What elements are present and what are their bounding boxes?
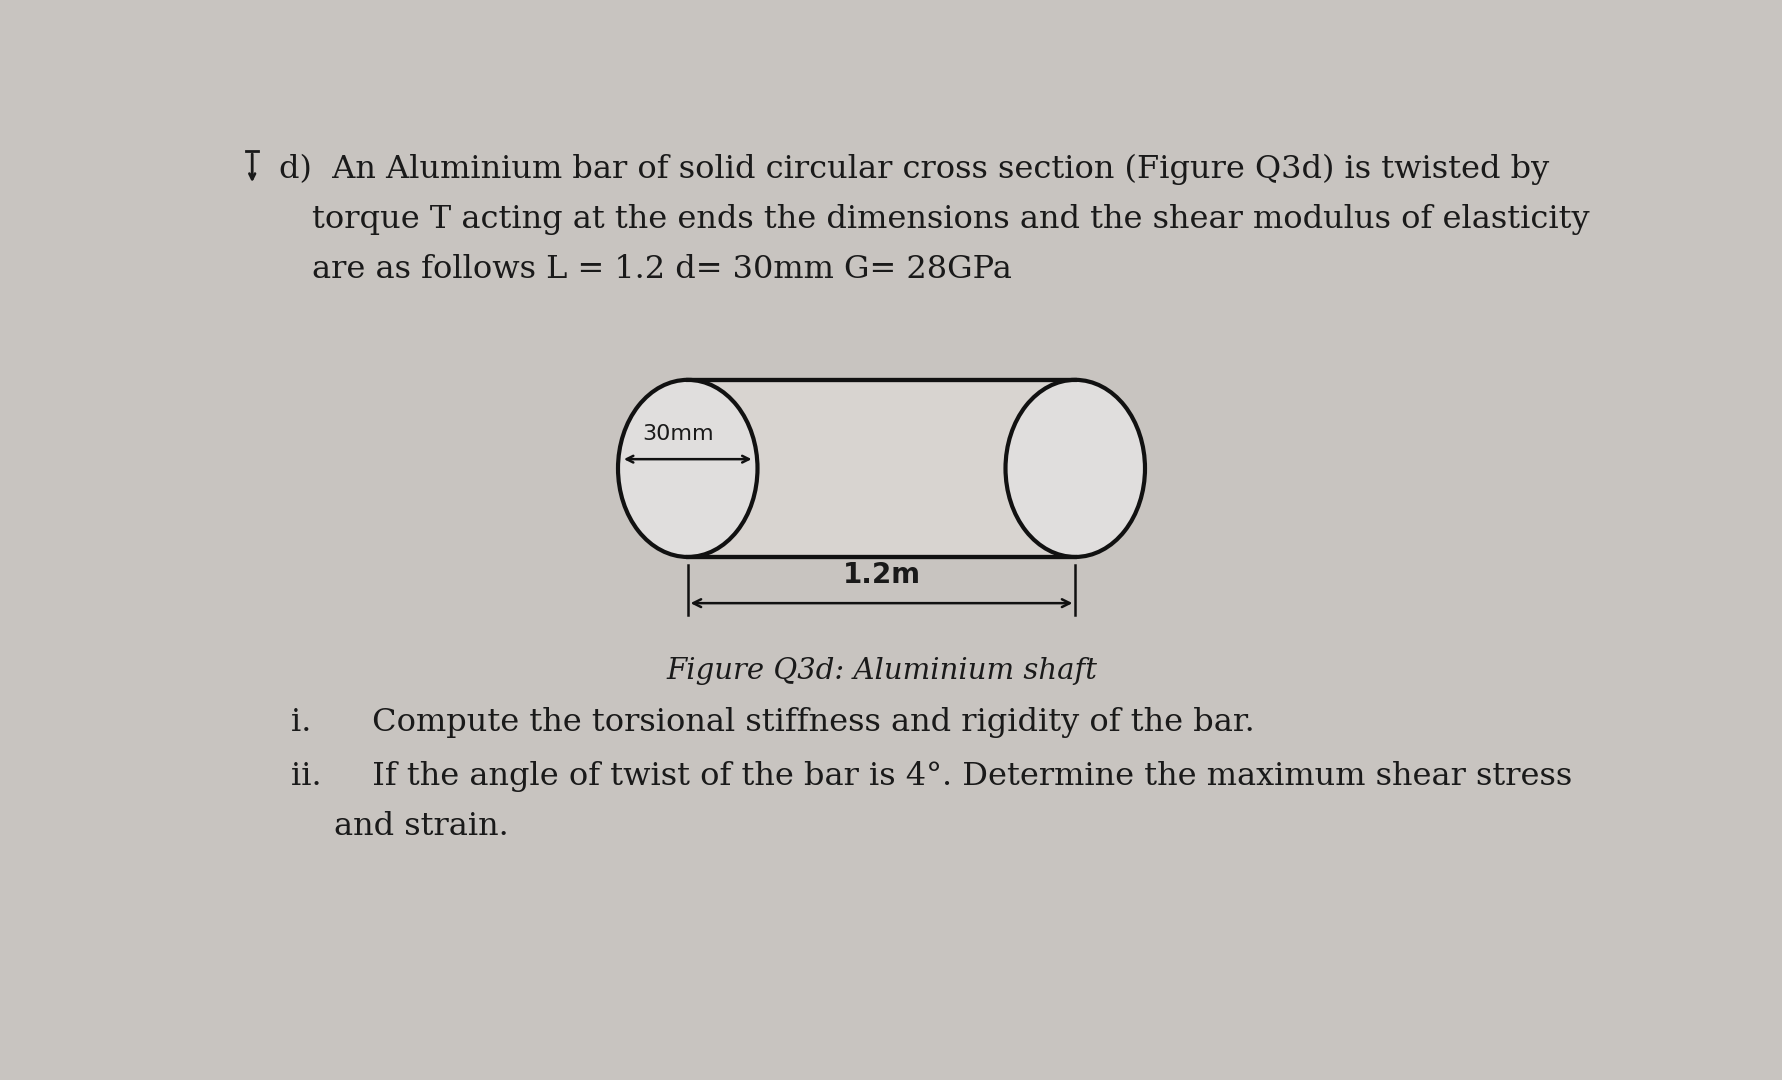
Ellipse shape: [1005, 380, 1146, 557]
Text: are as follows L = 1.2 d= 30mm G= 28GPa: are as follows L = 1.2 d= 30mm G= 28GPa: [312, 255, 1012, 285]
Text: torque T acting at the ends the dimensions and the shear modulus of elasticity: torque T acting at the ends the dimensio…: [312, 204, 1590, 235]
Text: ii.     If the angle of twist of the bar is 4°. Determine the maximum shear stre: ii. If the angle of twist of the bar is …: [290, 761, 1572, 792]
Text: 1.2m: 1.2m: [843, 562, 921, 590]
Text: i.      Compute the torsional stiffness and rigidity of the bar.: i. Compute the torsional stiffness and r…: [290, 707, 1255, 738]
Ellipse shape: [618, 380, 757, 557]
Text: Figure Q3d: Aluminium shaft: Figure Q3d: Aluminium shaft: [666, 657, 1098, 685]
Text: and strain.: and strain.: [333, 811, 508, 842]
Polygon shape: [688, 380, 1075, 557]
Text: d)  An Aluminium bar of solid circular cross section (Figure Q3d) is twisted by: d) An Aluminium bar of solid circular cr…: [278, 154, 1549, 186]
Text: 30mm: 30mm: [643, 423, 715, 444]
